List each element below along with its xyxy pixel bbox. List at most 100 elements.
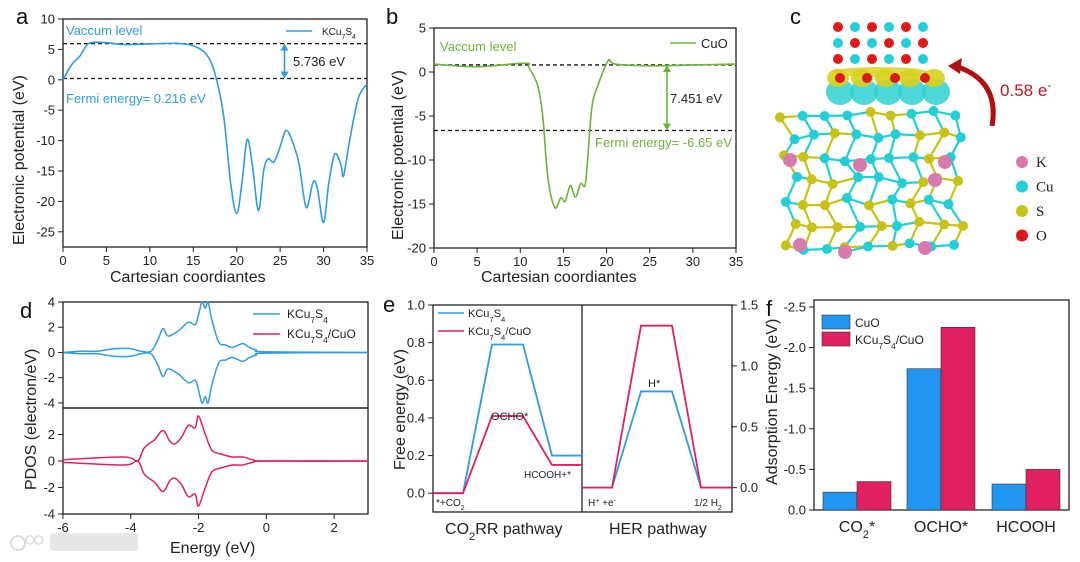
- f-legend-label-cuo: CuO: [855, 316, 880, 330]
- atom-s: [819, 200, 830, 211]
- atom-cu: [819, 111, 830, 122]
- a-ytick-label: 0: [48, 72, 55, 87]
- atom-cu: [884, 153, 895, 164]
- atom-s: [806, 222, 817, 233]
- e-left-ytick-label: 0.4: [407, 410, 425, 425]
- legend-atom-label: Cu: [1036, 180, 1054, 196]
- e-pathway-co2rr: CO2RR pathway: [445, 521, 562, 543]
- a-plot-frame: [62, 18, 368, 248]
- atom-s: [790, 218, 801, 229]
- b-series-line: [433, 58, 737, 209]
- b-legend-label: CuO: [701, 36, 728, 51]
- atom-s: [953, 175, 964, 186]
- atom-s: [876, 221, 887, 232]
- legend-atom-o-icon: [1016, 229, 1028, 242]
- atom-cu: [891, 220, 902, 231]
- b-xtick-label: 30: [686, 254, 700, 269]
- e-right-ytick-label: 1.0: [740, 358, 758, 373]
- a-legend-label: KCu7S4: [322, 27, 356, 41]
- atom-cuo: [901, 38, 911, 48]
- atom-s: [775, 112, 786, 123]
- atom-cu: [906, 108, 917, 119]
- atom-cuo: [901, 22, 911, 32]
- e-state-h-plus: H+ +e-: [588, 498, 617, 510]
- atom-cuo: [850, 38, 860, 48]
- atom-o: [890, 73, 900, 83]
- atom-s: [957, 220, 968, 231]
- a-xtick-label: 20: [229, 253, 243, 268]
- atom-cu: [797, 110, 808, 121]
- b-ytick-label: 5: [419, 21, 426, 36]
- atom-cuo: [884, 54, 894, 64]
- d-bottom-ytick-label: -2: [43, 480, 55, 495]
- charge-density-structure: [775, 22, 968, 259]
- atom-cuo: [833, 22, 843, 32]
- d-top-ytick-label: -2: [43, 370, 55, 385]
- a-series-line: [62, 41, 368, 224]
- atom-cuo: [901, 54, 911, 64]
- e-co2rr-profile-composite: [433, 415, 583, 495]
- e-left-ytick-label: 0.6: [407, 373, 425, 388]
- charge-transfer-arrowhead: [948, 58, 962, 74]
- atom-s: [780, 240, 791, 251]
- a-ytick-label: 10: [41, 12, 55, 27]
- atom-s: [939, 127, 950, 138]
- a-ytick-label: -15: [36, 164, 55, 179]
- atom-s: [915, 130, 926, 141]
- f-ytick-label: -1.0: [784, 421, 806, 436]
- e-state-hcooh: HCOOH+*: [524, 470, 571, 481]
- f-bar-cuo: [822, 491, 858, 511]
- d-top-ytick-label: -4: [43, 395, 55, 410]
- f-bar-composite: [940, 326, 976, 511]
- d-pdos-composite-spin-up: [62, 415, 369, 463]
- d-ylabel: PDOS (electron/eV): [23, 349, 40, 490]
- e-state-co2: *+CO2: [436, 498, 465, 512]
- b-ytick-label: 0: [419, 65, 426, 80]
- atom-cuo: [867, 38, 877, 48]
- atom-cuo: [850, 54, 860, 64]
- f-bar-cuo: [906, 368, 942, 511]
- b-xtick-label: 10: [513, 254, 527, 269]
- atom-cu: [950, 110, 961, 121]
- a-xtick-label: 15: [186, 253, 200, 268]
- a-ytick-label: -5: [43, 103, 55, 118]
- atom-cu: [808, 129, 819, 140]
- atom-cu: [904, 238, 915, 249]
- panel-label-a: a: [16, 4, 29, 29]
- atom-s: [798, 151, 809, 162]
- atom-cuo: [918, 38, 928, 48]
- a-ytick-label: -20: [36, 194, 55, 209]
- d-xtick-label: -4: [125, 520, 137, 535]
- panel-label-b: b: [386, 4, 398, 29]
- e-her-profile-composite: [582, 324, 732, 489]
- d-xlabel: Energy (eV): [170, 540, 255, 557]
- d-xtick-label: -2: [193, 520, 205, 535]
- d-top-ytick-label: 2: [48, 320, 55, 335]
- atom-k: [838, 245, 852, 259]
- atom-cu: [792, 171, 803, 182]
- atom-cu: [780, 196, 791, 207]
- b-ytick-label: -10: [407, 153, 426, 168]
- a-ytick-label: -10: [36, 133, 55, 148]
- atom-cu: [819, 153, 830, 164]
- atom-s: [806, 174, 817, 185]
- atom-s: [865, 106, 876, 117]
- watermark-logo: [10, 533, 138, 551]
- charge-transfer-arrow: [954, 63, 996, 127]
- atom-cuo: [918, 54, 928, 64]
- f-ytick-label: -2.0: [784, 340, 806, 355]
- e-right-ytick-label: 0.5: [740, 419, 758, 434]
- b-ytick-label: -20: [407, 241, 426, 256]
- f-bar-composite: [856, 481, 892, 511]
- f-legend-label-composite: KCu7S4/CuO: [855, 333, 924, 351]
- atom-cu: [839, 156, 850, 167]
- a-xtick-label: 30: [316, 253, 330, 268]
- atom-cuo: [833, 38, 843, 48]
- b-ytick-label: -5: [414, 109, 426, 124]
- atom-k: [853, 158, 867, 172]
- e-pathway-her: HER pathway: [609, 521, 707, 538]
- atom-s: [905, 198, 916, 209]
- e-left-ytick-label: 1.0: [407, 298, 425, 313]
- e-right-ytick-label: 0.0: [740, 480, 758, 495]
